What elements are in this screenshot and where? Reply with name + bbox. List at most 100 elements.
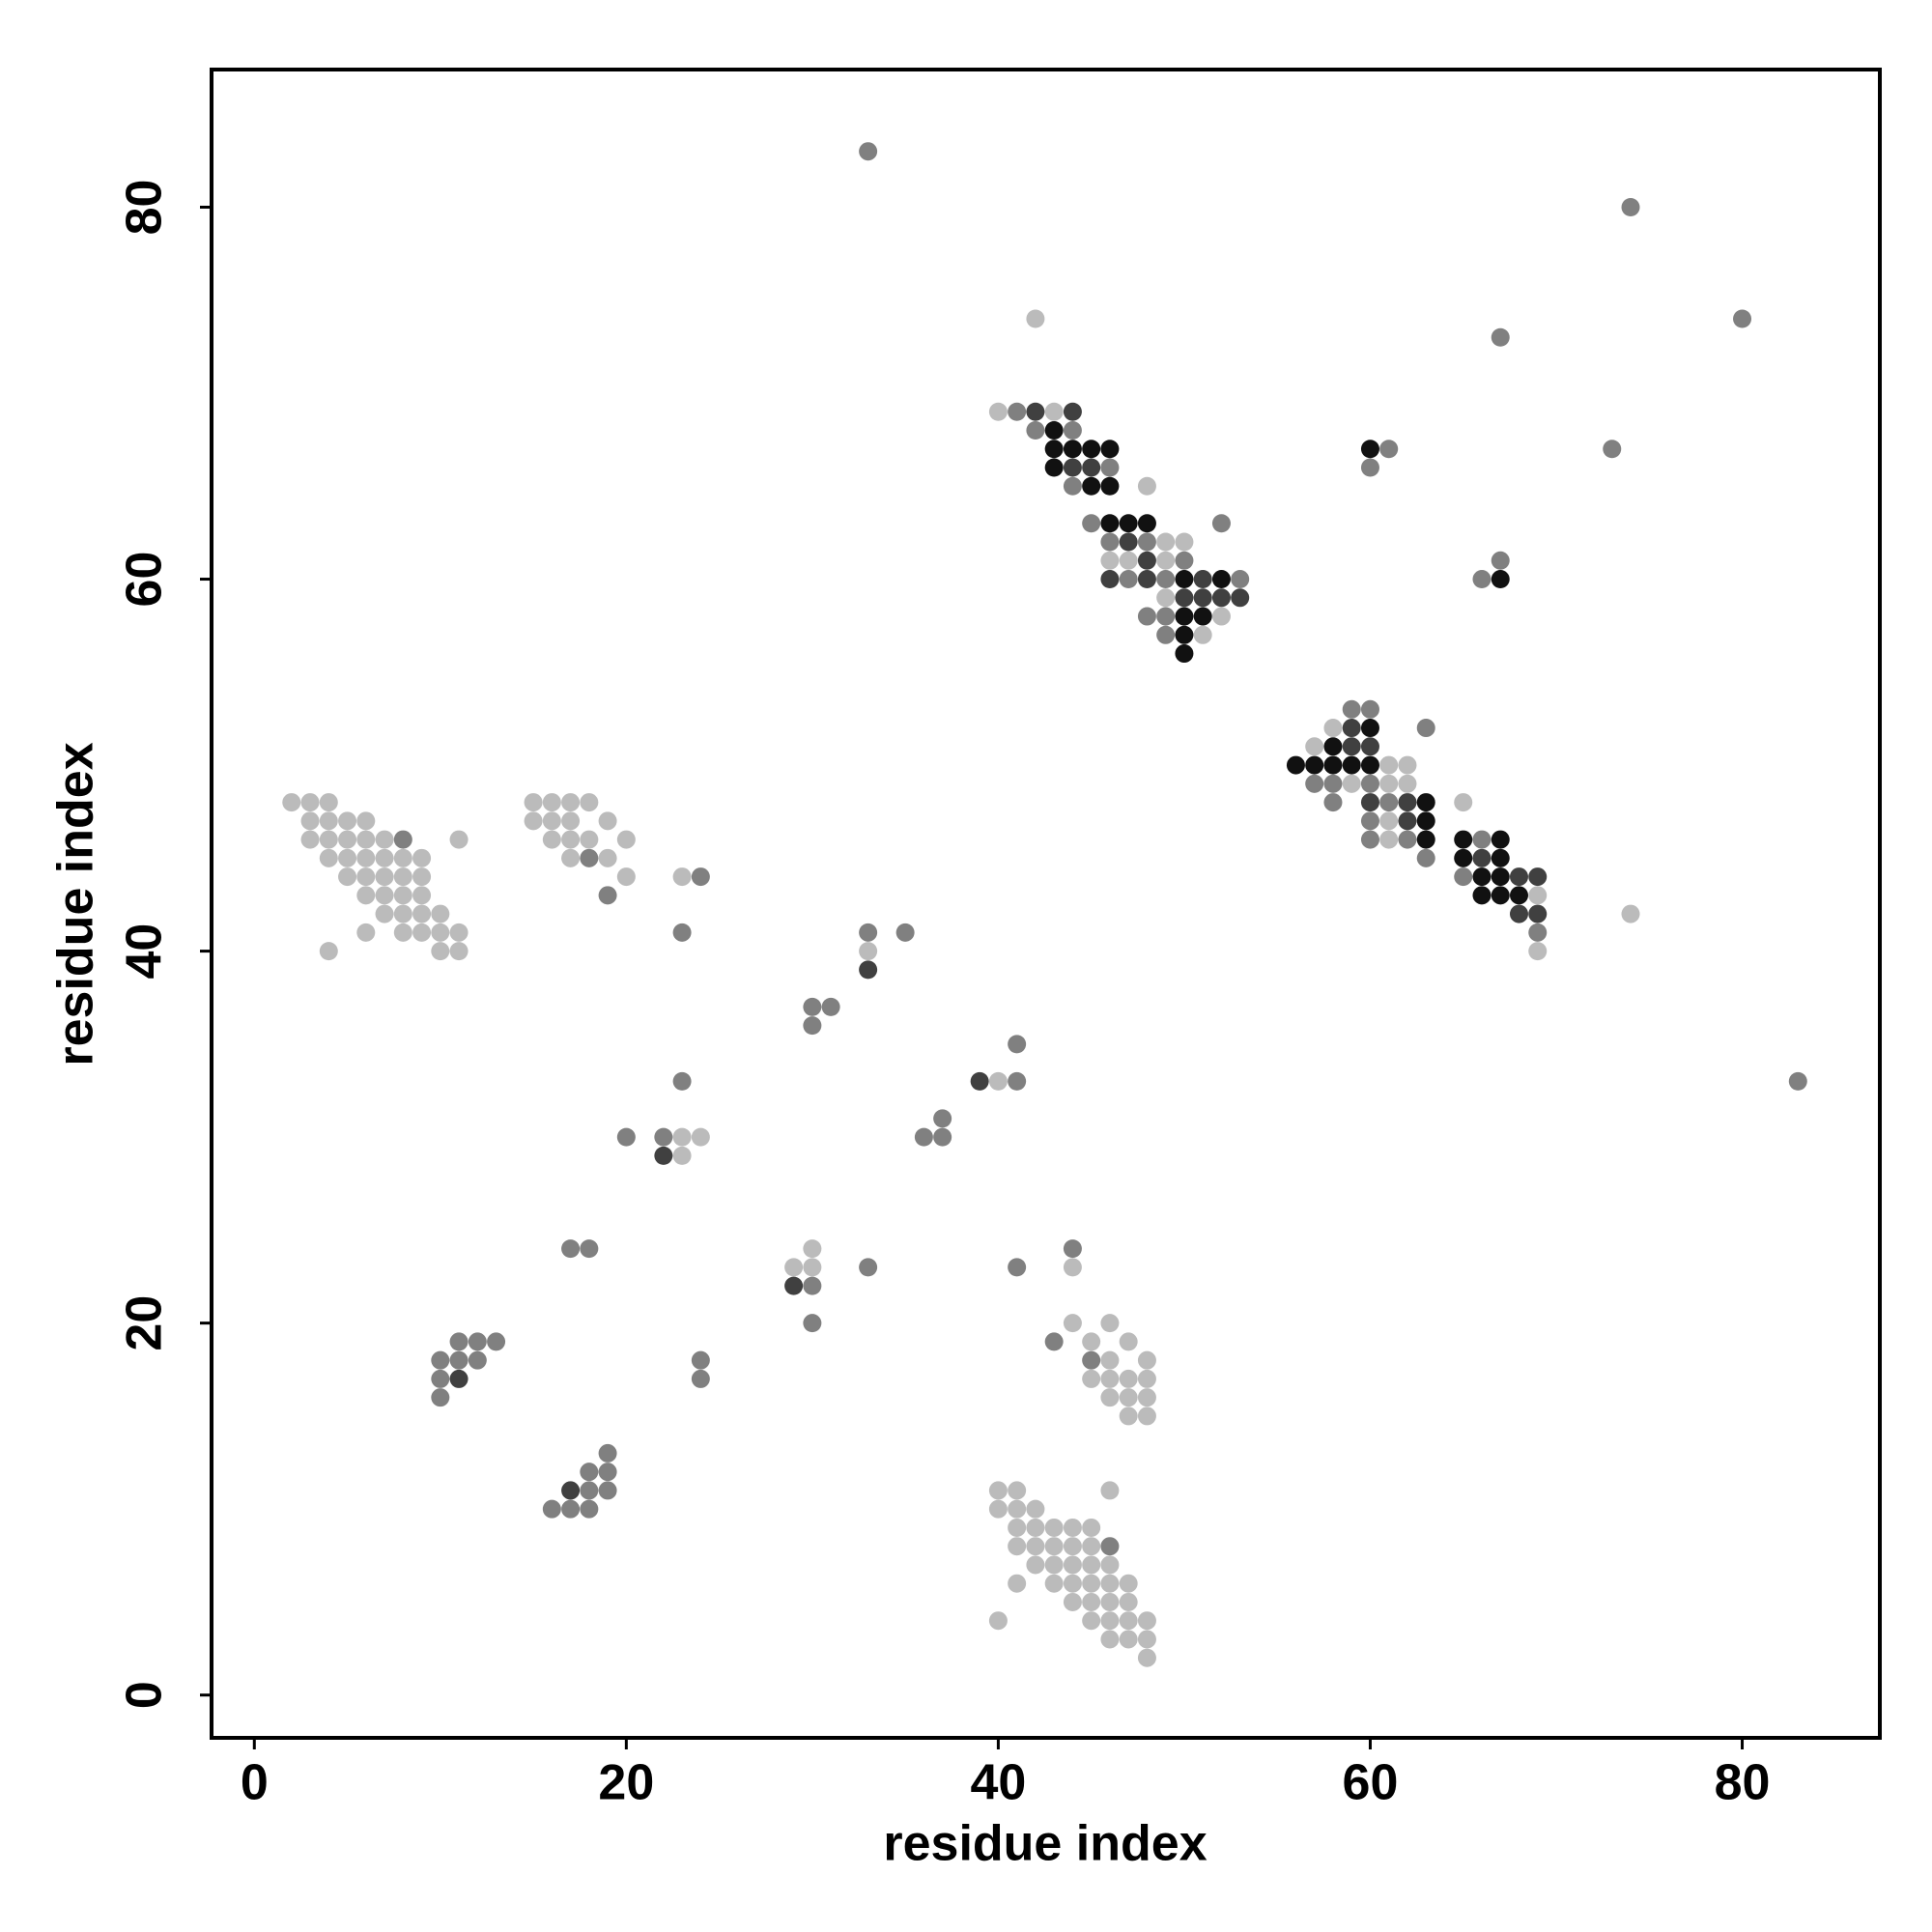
point: [1082, 1555, 1101, 1575]
point: [542, 811, 561, 831]
point: [1100, 1314, 1120, 1333]
point: [1119, 1406, 1138, 1426]
point: [1416, 793, 1435, 812]
point: [672, 1071, 692, 1091]
point: [1156, 532, 1176, 552]
point: [412, 904, 432, 923]
point: [1360, 458, 1379, 477]
point: [1082, 458, 1101, 477]
point: [616, 1127, 636, 1147]
point: [393, 886, 412, 905]
point: [1100, 1555, 1120, 1575]
point: [1100, 440, 1120, 459]
point: [1137, 1350, 1156, 1370]
point: [616, 867, 636, 887]
point: [1360, 719, 1379, 738]
point: [1008, 1499, 1027, 1519]
point: [1472, 886, 1492, 905]
point: [356, 923, 376, 942]
point: [803, 1276, 822, 1295]
point: [1509, 886, 1528, 905]
point: [356, 886, 376, 905]
point: [1137, 1369, 1156, 1388]
point: [338, 867, 357, 887]
point: [1231, 570, 1250, 589]
point: [803, 1314, 822, 1333]
point: [1063, 440, 1082, 459]
point: [524, 793, 543, 812]
point: [598, 848, 617, 867]
point: [1509, 904, 1528, 923]
point: [1211, 570, 1231, 589]
point: [1323, 793, 1343, 812]
y-tick-label: 40: [117, 923, 173, 980]
point: [1175, 570, 1194, 589]
point: [580, 1463, 599, 1482]
point: [375, 830, 394, 849]
point: [468, 1332, 487, 1351]
point: [356, 811, 376, 831]
point: [1323, 755, 1343, 775]
point: [561, 1481, 581, 1500]
point: [1156, 625, 1176, 644]
point: [672, 1127, 692, 1147]
point: [691, 1350, 710, 1370]
point: [1360, 755, 1379, 775]
point: [1472, 867, 1492, 887]
point: [1137, 607, 1156, 626]
point: [1119, 514, 1138, 533]
point: [859, 923, 878, 942]
point: [338, 811, 357, 831]
point: [1193, 607, 1212, 626]
point: [412, 848, 432, 867]
point: [1788, 1071, 1807, 1091]
point: [1137, 570, 1156, 589]
point: [431, 1369, 450, 1388]
point: [1454, 867, 1473, 887]
point: [431, 1388, 450, 1407]
point: [1082, 1369, 1101, 1388]
point: [1175, 625, 1194, 644]
point: [1416, 719, 1435, 738]
point: [487, 1332, 506, 1351]
point: [1137, 532, 1156, 552]
point: [1100, 1537, 1120, 1556]
point: [1491, 886, 1510, 905]
point: [988, 402, 1008, 421]
point: [1491, 327, 1510, 347]
point: [561, 830, 581, 849]
point: [375, 904, 394, 923]
point: [1491, 830, 1510, 849]
point: [1119, 1388, 1138, 1407]
point: [1416, 830, 1435, 849]
point: [375, 886, 394, 905]
point: [542, 830, 561, 849]
point: [338, 830, 357, 849]
point: [356, 830, 376, 849]
point: [672, 867, 692, 887]
point: [1211, 588, 1231, 608]
point: [1137, 476, 1156, 496]
point: [1175, 607, 1194, 626]
point: [282, 793, 301, 812]
point: [1026, 1555, 1045, 1575]
point: [1360, 774, 1379, 793]
point: [1137, 1648, 1156, 1667]
point: [1063, 1592, 1082, 1611]
point: [1100, 1574, 1120, 1593]
point: [598, 1443, 617, 1463]
point: [393, 867, 412, 887]
point: [1379, 793, 1399, 812]
point: [1733, 309, 1752, 328]
point: [1119, 1630, 1138, 1649]
point: [319, 793, 338, 812]
point: [1119, 1592, 1138, 1611]
point: [1379, 830, 1399, 849]
point: [1082, 1574, 1101, 1593]
point: [1509, 867, 1528, 887]
point: [1454, 793, 1473, 812]
point: [561, 811, 581, 831]
point: [1286, 755, 1305, 775]
point: [1044, 440, 1064, 459]
point: [1026, 1537, 1045, 1556]
